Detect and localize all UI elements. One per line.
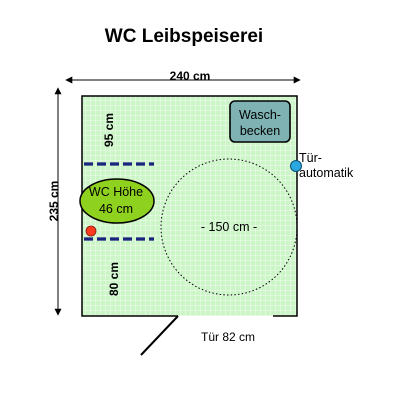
- turning-circle-label: - 150 cm -: [201, 220, 257, 234]
- door-leaf: [140, 315, 179, 356]
- room-walls: [81, 95, 298, 317]
- wc-toilet: [79, 178, 155, 224]
- sink-label-line1: Wasch-: [239, 108, 281, 122]
- door-automatic-label-line2: automatik: [299, 166, 354, 180]
- page-title: WC Leibspeiserei: [105, 26, 263, 47]
- sink-label-line2: becken: [240, 124, 280, 138]
- wc-label-line2: 46 cm: [99, 202, 133, 216]
- door-label: Tür 82 cm: [201, 330, 255, 344]
- turning-circle: [160, 158, 298, 296]
- wc-label-line1: WC Höhe: [89, 185, 143, 199]
- height-label: 235 cm: [47, 181, 61, 222]
- sink: [229, 100, 291, 143]
- door-automatic-button: [290, 160, 302, 172]
- door-automatic-label-line1: Tür-: [299, 151, 322, 165]
- upper-wall-label: 95 cm: [102, 113, 116, 147]
- wc-flush-marker: [85, 225, 97, 237]
- width-label: 240 cm: [170, 69, 211, 83]
- lower-wall-label: 80 cm: [107, 262, 121, 296]
